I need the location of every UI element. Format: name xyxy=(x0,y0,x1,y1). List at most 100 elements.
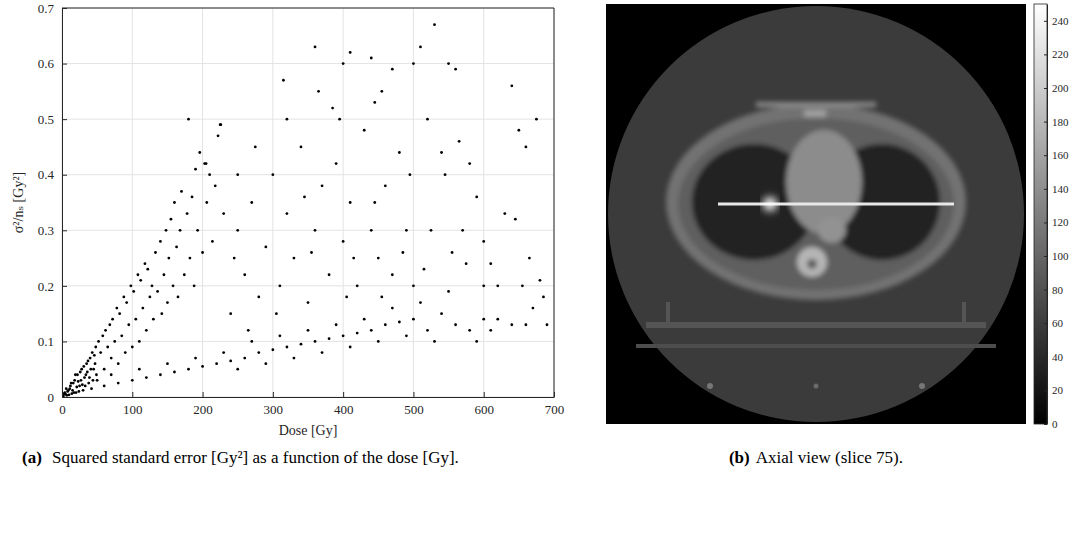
point xyxy=(127,323,130,326)
point xyxy=(521,284,524,287)
point xyxy=(73,379,76,382)
point xyxy=(401,251,404,254)
point xyxy=(124,351,127,354)
point xyxy=(75,386,78,389)
point xyxy=(458,140,461,143)
soft-tissue xyxy=(678,118,954,290)
y-tick-label: 0.5 xyxy=(38,112,54,127)
point xyxy=(145,329,148,332)
skin-top xyxy=(756,102,876,107)
colorbar-tick: 160 xyxy=(1044,149,1069,161)
point xyxy=(352,257,355,260)
point xyxy=(426,329,429,332)
x-tick: 100 xyxy=(123,392,143,417)
point xyxy=(286,118,289,121)
point xyxy=(217,134,220,137)
point xyxy=(233,257,236,260)
point xyxy=(187,118,190,121)
y-tick: 0.6 xyxy=(38,56,67,71)
beam xyxy=(718,203,954,206)
point xyxy=(103,368,106,371)
point xyxy=(67,389,70,392)
point xyxy=(451,251,454,254)
point xyxy=(321,184,324,187)
point xyxy=(84,373,87,376)
x-axis: 0100200300400500600700 xyxy=(59,392,564,417)
caption-label: (a) xyxy=(22,448,42,467)
x-tick: 400 xyxy=(334,392,354,417)
colorbar-axis: 020406080100120140160180200220240 xyxy=(1044,5,1069,431)
y-axis: 00.10.20.30.40.50.60.7 xyxy=(38,1,67,405)
point xyxy=(433,340,436,343)
table xyxy=(636,344,996,348)
x-tick-label: 0 xyxy=(59,402,66,417)
point xyxy=(152,318,155,321)
y-grid-line xyxy=(62,285,554,286)
point xyxy=(93,354,96,357)
point xyxy=(338,118,341,121)
point xyxy=(349,51,352,54)
point xyxy=(154,251,157,254)
x-tick: 600 xyxy=(474,392,494,417)
colorbar-tick-mark xyxy=(1044,290,1047,291)
colorbar-tick-mark xyxy=(1044,424,1047,425)
point xyxy=(303,196,306,199)
x-grid-line xyxy=(62,8,63,397)
point xyxy=(173,201,176,204)
point xyxy=(426,118,429,121)
point xyxy=(66,394,69,397)
table xyxy=(646,322,986,328)
grid xyxy=(62,8,554,397)
point xyxy=(78,384,81,387)
colorbar-tick: 100 xyxy=(1044,250,1069,262)
point xyxy=(257,296,260,299)
point xyxy=(539,279,542,282)
point xyxy=(264,246,267,249)
point xyxy=(91,351,94,354)
point xyxy=(328,337,331,340)
colorbar-tick-mark xyxy=(1044,189,1047,190)
colorbar-tick-mark xyxy=(1044,390,1047,391)
point xyxy=(120,334,123,337)
x-tick-label: 400 xyxy=(334,402,354,417)
point xyxy=(384,323,387,326)
point xyxy=(186,212,189,215)
point xyxy=(535,118,538,121)
x-tick-mark xyxy=(132,392,133,397)
x-tick: 500 xyxy=(404,392,424,417)
point xyxy=(219,123,222,126)
point xyxy=(398,151,401,154)
point xyxy=(86,371,89,374)
point xyxy=(173,371,176,374)
point xyxy=(141,307,144,310)
y-tick: 0.4 xyxy=(38,167,67,182)
point xyxy=(271,348,274,351)
point xyxy=(314,46,317,49)
colorbar-tick: 180 xyxy=(1044,116,1069,128)
point xyxy=(163,273,166,276)
point xyxy=(236,173,239,176)
point xyxy=(83,376,86,379)
point xyxy=(370,329,373,332)
y-tick: 0.3 xyxy=(38,223,67,238)
point xyxy=(110,357,113,360)
point xyxy=(191,196,194,199)
point xyxy=(384,184,387,187)
y-grid-line xyxy=(62,8,554,9)
x-grid-line xyxy=(132,8,133,397)
x-tick-label: 600 xyxy=(474,402,494,417)
point xyxy=(94,346,97,349)
colorbar-tick-mark xyxy=(1044,122,1047,123)
point xyxy=(160,312,163,315)
point xyxy=(546,323,549,326)
point xyxy=(363,318,366,321)
point xyxy=(377,340,380,343)
point xyxy=(250,201,253,204)
y-tick-label: 0.3 xyxy=(38,223,54,238)
point xyxy=(377,257,380,260)
point xyxy=(194,168,197,171)
y-tick: 0 xyxy=(48,390,68,405)
point xyxy=(82,389,85,392)
point xyxy=(166,362,169,365)
point xyxy=(70,382,73,385)
